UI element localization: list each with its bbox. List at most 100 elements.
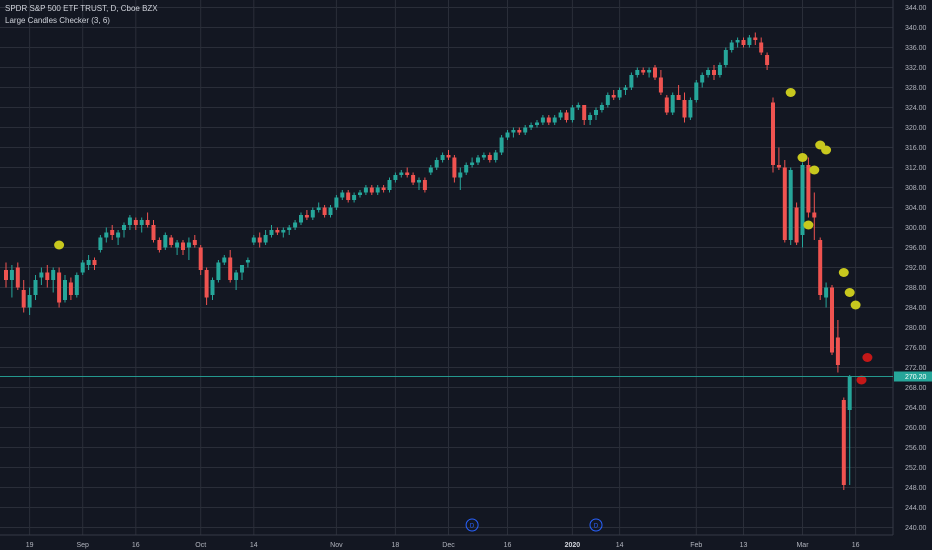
candle-down <box>446 155 451 158</box>
candle-down <box>564 112 569 120</box>
y-tick-label: 256.00 <box>905 445 927 452</box>
time-axis[interactable]: 19 Sep 16 Oct 14 Nov 18 Dec 16 2020 14 Feb 13 Mar 16 <box>26 542 860 549</box>
candle-up <box>122 225 126 230</box>
large-candle-marker <box>844 288 855 297</box>
candle-down <box>422 180 427 190</box>
candle-up <box>540 117 545 123</box>
candle-up <box>251 237 256 243</box>
candle-up <box>328 207 333 215</box>
candle-up <box>570 107 575 120</box>
candle-down <box>812 212 817 218</box>
large-candle-marker <box>785 88 796 97</box>
x-tick-label: 2020 <box>565 542 581 549</box>
candle-down <box>753 37 758 40</box>
candle-up <box>647 70 652 73</box>
event-label: D <box>470 524 475 530</box>
candle-down <box>228 257 233 280</box>
x-tick-label: Sep <box>76 542 89 549</box>
candle-down <box>835 337 840 365</box>
candle-down <box>806 165 811 213</box>
indicator-title[interactable]: Large Candles Checker (3, 6) <box>5 16 110 25</box>
candle-up <box>629 75 634 88</box>
y-tick-label: 296.00 <box>905 245 927 252</box>
dividend-event-marker[interactable]: D <box>465 518 479 532</box>
candle-up <box>263 235 268 243</box>
candle-up <box>98 237 103 250</box>
candle-down <box>830 287 834 353</box>
y-tick-label: 328.00 <box>905 85 927 92</box>
candle-up <box>747 37 752 45</box>
candle-up <box>86 260 91 265</box>
candle-down <box>157 240 162 250</box>
y-tick-label: 336.00 <box>905 45 927 52</box>
candle-down <box>57 272 62 303</box>
candle-up <box>163 235 168 248</box>
price-axis[interactable]: 240.00 244.00 248.00 252.00 256.00 260.00 264.… <box>905 5 927 532</box>
candle-up <box>310 210 315 218</box>
legend: SPDR S&P 500 ETF TRUST, D, Cboe BZX Larg… <box>5 3 158 27</box>
event-markers[interactable]: DD <box>465 518 603 532</box>
candle-up <box>440 155 445 160</box>
candle-up <box>74 275 79 295</box>
candle-up <box>363 187 368 193</box>
candle-down <box>712 70 716 75</box>
candle-down <box>198 247 203 270</box>
candle-up <box>293 222 298 228</box>
candle-down <box>653 67 657 78</box>
y-tick-label: 300.00 <box>905 225 927 232</box>
candle-up <box>511 130 516 133</box>
candle-down <box>45 272 50 280</box>
y-tick-label: 268.00 <box>905 385 927 392</box>
large-candle-markers <box>54 88 873 385</box>
candle-down <box>582 105 587 120</box>
candle-down <box>110 230 115 235</box>
x-tick-label: Nov <box>330 542 343 549</box>
large-candle-marker <box>797 153 808 162</box>
candle-up <box>723 50 728 65</box>
candle-up <box>700 75 705 83</box>
candle-up <box>39 272 44 278</box>
candle-up <box>240 265 244 273</box>
candle-up <box>788 170 793 240</box>
y-tick-label: 272.00 <box>905 365 927 372</box>
x-tick-label: 16 <box>132 542 140 549</box>
y-tick-label: 288.00 <box>905 285 927 292</box>
x-tick-label: Feb <box>690 542 702 549</box>
candle-up <box>216 262 221 280</box>
y-tick-label: 264.00 <box>905 405 927 412</box>
candle-down <box>765 55 770 65</box>
candle-up <box>694 82 699 100</box>
y-tick-label: 332.00 <box>905 65 927 72</box>
candle-down <box>405 172 410 175</box>
candle-down <box>275 230 280 233</box>
candle-down <box>21 290 26 308</box>
candle-up <box>576 105 581 108</box>
large-candle-marker <box>838 268 849 277</box>
x-tick-label: 16 <box>852 542 860 549</box>
candle-up <box>139 220 144 225</box>
candle-up <box>281 230 286 233</box>
candle-up <box>428 167 433 173</box>
candle-up <box>210 280 215 295</box>
candle-up <box>334 197 339 208</box>
candle-up <box>599 105 604 110</box>
candle-up <box>80 262 85 273</box>
candle-up <box>375 187 380 193</box>
candle-down <box>741 40 746 45</box>
candle-down <box>818 240 823 295</box>
y-tick-label: 344.00 <box>905 5 927 12</box>
y-tick-label: 316.00 <box>905 145 927 152</box>
y-tick-label: 276.00 <box>905 345 927 352</box>
dividend-event-marker[interactable]: D <box>589 518 603 532</box>
candle-up <box>316 207 321 210</box>
candle-up <box>127 217 132 225</box>
candle-up <box>417 180 421 183</box>
candle-up <box>558 112 563 118</box>
large-candle-marker <box>862 353 873 362</box>
candle-up <box>352 195 357 200</box>
candle-up <box>63 280 67 300</box>
candle-up <box>175 242 180 248</box>
symbol-title[interactable]: SPDR S&P 500 ETF TRUST, D, Cboe BZX <box>5 4 158 13</box>
candle-down <box>381 187 386 190</box>
